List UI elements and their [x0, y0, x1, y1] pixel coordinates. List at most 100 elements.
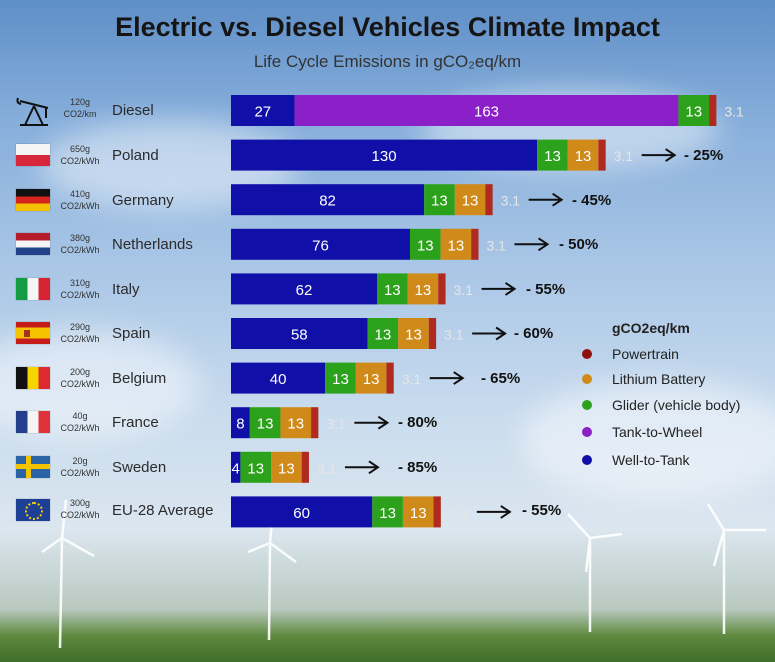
data-label: 13	[379, 505, 396, 522]
carbon-intensity: 300g CO2/kWh	[60, 498, 100, 520]
reduction-label: - 65%	[481, 370, 521, 387]
carbon-intensity: 20g CO2/kWh	[60, 456, 100, 478]
carbon-intensity: 290g CO2/kWh	[60, 322, 100, 344]
bar-segment-well-to-tank	[231, 496, 373, 528]
bar-segment-well-to-tank	[231, 407, 250, 439]
legend-swatch	[582, 427, 592, 437]
data-label: 27	[254, 104, 271, 121]
bar-segment-powertrain	[311, 407, 319, 439]
oil-pump-icon	[16, 97, 49, 126]
legend-swatch	[582, 455, 592, 465]
bar-segment-well-to-tank	[231, 273, 378, 305]
belgium-flag-icon	[16, 367, 50, 389]
bar-segment-lithium-battery	[280, 407, 312, 439]
bar-segment-glider-vehicle-body	[537, 139, 568, 171]
reduction-label: - 85%	[398, 459, 438, 476]
data-label: 13	[431, 193, 448, 210]
row-label: Netherlands	[112, 236, 193, 253]
bar-segment-glider-vehicle-body	[424, 184, 455, 216]
data-label: 13	[448, 237, 465, 254]
data-label: 13	[363, 371, 380, 388]
bar-segment-lithium-battery	[398, 318, 429, 349]
data-label-powertrain: 3.1	[449, 505, 469, 521]
spain-flag-icon	[16, 322, 50, 344]
bar-segment-powertrain	[301, 451, 309, 483]
data-label: 13	[405, 327, 422, 344]
legend-label: Glider (vehicle body)	[612, 397, 741, 413]
reduction-label: - 25%	[684, 147, 724, 164]
bar-segment-glider-vehicle-body	[678, 95, 710, 126]
legend-label: Lithium Battery	[612, 371, 706, 387]
legend-label: Powertrain	[612, 346, 679, 362]
bar-segment-glider-vehicle-body	[367, 318, 399, 349]
chart-subtitle: Life Cycle Emissions in gCO₂eq/km	[253, 52, 522, 71]
data-label: 13	[375, 327, 392, 344]
carbon-intensity: 40g CO2/kWh	[60, 411, 100, 433]
bar-segment-glider-vehicle-body	[249, 407, 281, 439]
poland-flag-icon	[16, 144, 50, 166]
row-label: EU-28 Average	[112, 502, 214, 519]
reduction-label: - 45%	[572, 192, 612, 209]
bar-segment-well-to-tank	[231, 362, 326, 394]
data-label-powertrain: 3.1	[317, 460, 337, 476]
bar-segment-powertrain	[433, 496, 441, 528]
bar-segment-powertrain	[471, 228, 479, 260]
legend-label: Well-to-Tank	[612, 452, 690, 468]
data-label: 76	[312, 237, 329, 254]
data-label: 58	[291, 327, 308, 344]
data-label: 13	[257, 416, 274, 433]
bar-segment-lithium-battery	[454, 184, 486, 216]
netherlands-flag-icon	[16, 233, 50, 255]
legend-item-powertrain: Powertrain	[582, 344, 679, 364]
legend-swatch	[582, 400, 592, 410]
bar-segment-well-to-tank	[231, 318, 368, 349]
arrow-icon	[354, 415, 390, 430]
bar-segment-lithium-battery	[440, 228, 472, 260]
legend-item-battery: Lithium Battery	[582, 369, 705, 389]
bar-segment-powertrain	[438, 273, 446, 305]
reduction-label: - 80%	[398, 414, 438, 431]
france-flag-icon	[16, 411, 50, 433]
arrow-icon	[429, 371, 465, 385]
bar-segment-powertrain	[485, 184, 493, 216]
data-label: 60	[293, 505, 310, 522]
arrow-icon	[514, 237, 550, 252]
data-label: 13	[417, 237, 434, 254]
bar-segment-well-to-tank	[231, 139, 538, 171]
arrow-icon	[528, 192, 564, 207]
row-label: Spain	[112, 325, 151, 342]
legend-title: gCO2eq/km	[612, 320, 690, 336]
legend-item-tank-to-wheel: Tank-to-Wheel	[582, 422, 702, 442]
data-label: 13	[287, 416, 304, 433]
bar-segment-powertrain	[428, 318, 437, 349]
bar-segment-well-to-tank	[231, 95, 295, 126]
data-label-powertrain: 3.1	[326, 416, 346, 432]
sweden-flag-icon	[16, 456, 50, 478]
data-label: 13	[575, 148, 592, 165]
data-label: 163	[474, 104, 499, 121]
row-label: Germany	[112, 192, 174, 209]
bar-segment-lithium-battery	[567, 139, 599, 171]
legend-label: Tank-to-Wheel	[612, 424, 703, 440]
bar-segment-lithium-battery	[271, 451, 302, 483]
bar-segment-well-to-tank	[231, 184, 425, 216]
reduction-label: - 60%	[514, 325, 554, 342]
bar-segment-powertrain	[598, 139, 606, 171]
bar-segment-lithium-battery	[402, 496, 434, 528]
bar-segment-well-to-tank	[231, 228, 410, 260]
data-label: 13	[278, 460, 295, 477]
arrow-icon	[472, 326, 507, 341]
data-label-powertrain: 3.1	[402, 371, 422, 387]
bar-segment-powertrain	[386, 362, 394, 394]
bar-segment-tank-to-wheel	[294, 95, 679, 126]
carbon-intensity: 380g CO2/kWh	[60, 233, 100, 255]
reduction-label: - 55%	[526, 281, 566, 298]
bar-segment-glider-vehicle-body	[325, 362, 356, 394]
eu-flag-icon	[16, 499, 50, 521]
data-label: 13	[415, 282, 432, 299]
data-label-powertrain: 3.1	[614, 148, 634, 164]
bar-segment-glider-vehicle-body	[240, 451, 272, 483]
